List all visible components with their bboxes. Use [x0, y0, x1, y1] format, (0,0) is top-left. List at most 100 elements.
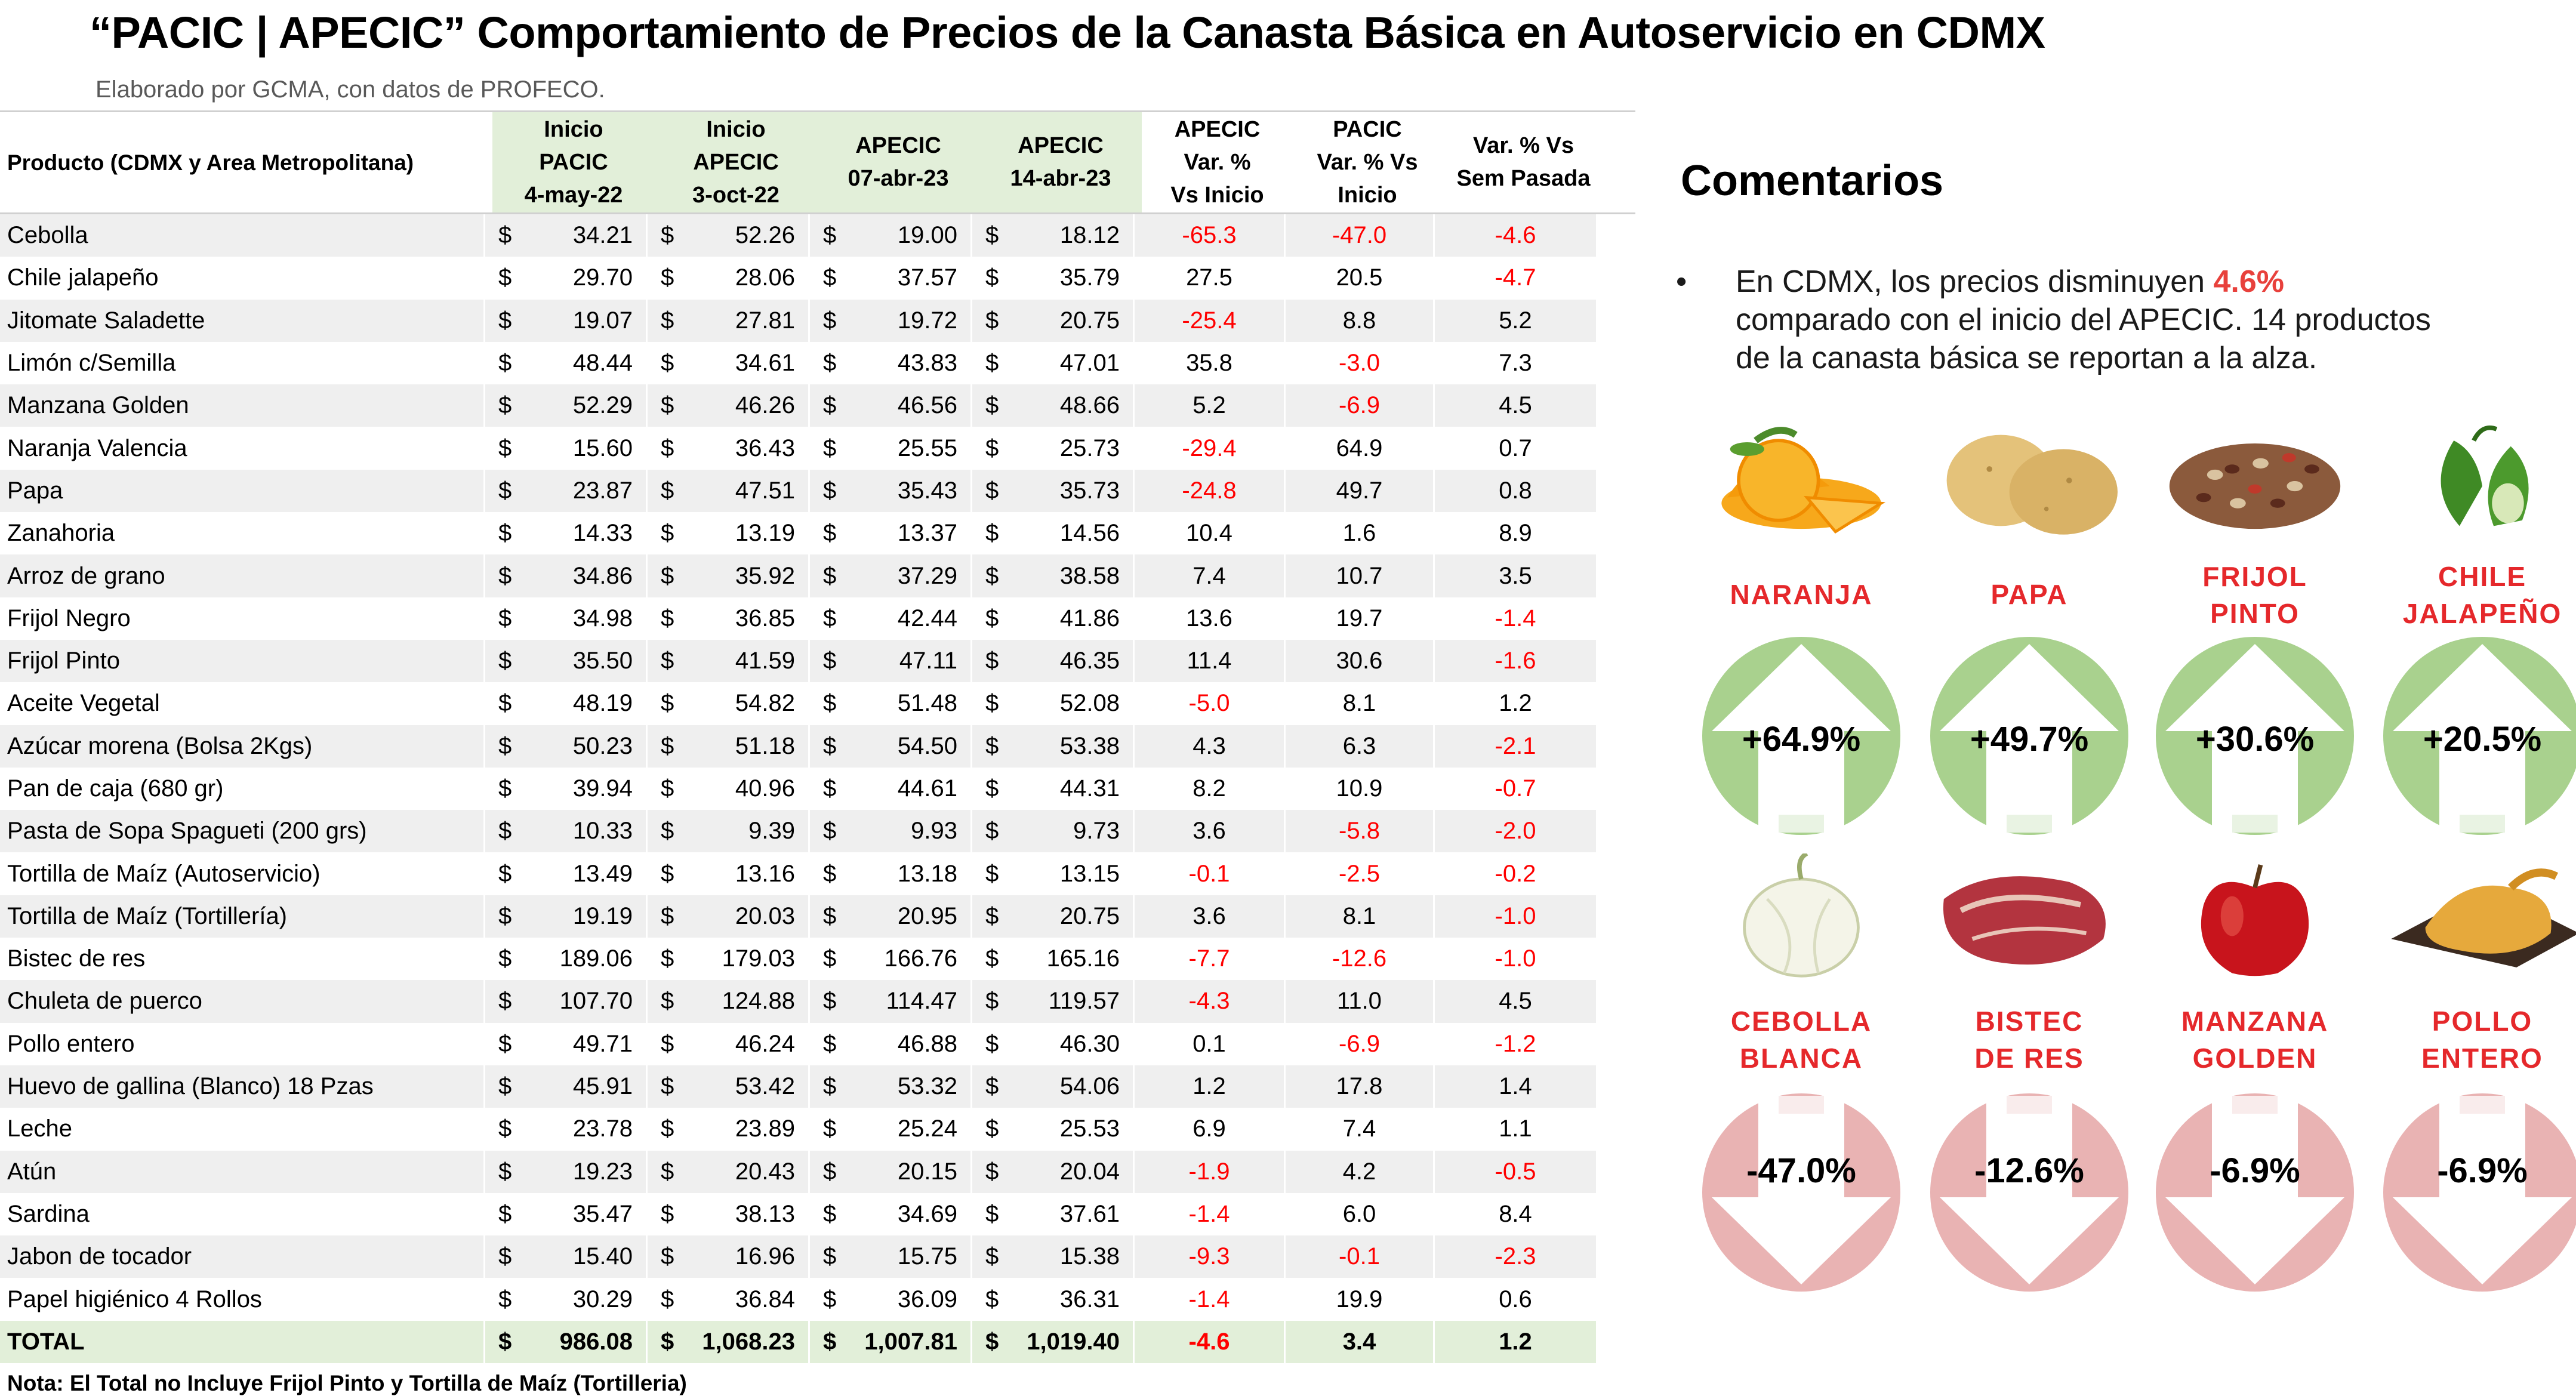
price-value: 13.18: [897, 860, 957, 887]
price-cell: $46.56: [810, 384, 972, 427]
variation-cell: -65.3: [1135, 214, 1286, 257]
price-value: 37.61: [1059, 1200, 1120, 1227]
variation-cell: 19.9: [1286, 1278, 1435, 1321]
variation-cell: 11.4: [1135, 639, 1286, 683]
page-title: “PACIC | APECIC” Comportamiento de Preci…: [90, 8, 2045, 57]
currency-symbol: $: [498, 860, 512, 887]
currency-symbol: $: [823, 945, 837, 972]
variation-cell: -4.6: [1135, 1320, 1286, 1364]
currency-symbol: $: [661, 818, 674, 845]
price-cell: $35.79: [972, 257, 1135, 300]
variation-cell: 7.4: [1135, 554, 1286, 597]
currency-symbol: $: [823, 477, 837, 504]
price-value: 19.72: [897, 307, 957, 334]
price-cell: $20.95: [810, 895, 972, 938]
increase-indicator: +30.6%: [2155, 636, 2355, 836]
price-value: 52.26: [735, 222, 795, 249]
price-value: 20.75: [1059, 307, 1120, 334]
price-value: 53.38: [1059, 732, 1120, 759]
arrow-down-icon: [1702, 1093, 1900, 1292]
price-value: 25.53: [1059, 1115, 1120, 1142]
table-row: Papel higiénico 4 Rollos $30.29 $36.84 $36.…: [0, 1278, 1635, 1321]
price-value: 34.69: [897, 1200, 957, 1227]
price-value: 10.33: [572, 818, 633, 845]
currency-symbol: $: [985, 1243, 999, 1270]
currency-symbol: $: [823, 350, 837, 377]
currency-symbol: $: [823, 1328, 837, 1355]
price-value: 986.08: [559, 1328, 633, 1355]
percent-change: -6.9%: [2210, 1151, 2300, 1190]
variation-cell: -0.5: [1435, 1150, 1598, 1193]
price-cell: $9.39: [648, 810, 810, 853]
currency-symbol: $: [823, 392, 837, 419]
price-cell: $43.83: [810, 341, 972, 385]
price-value: 19.23: [572, 1158, 633, 1185]
variation-cell: 8.9: [1435, 512, 1598, 555]
table-row: Tortilla de Maíz (Tortillería) $19.19 $20.…: [0, 895, 1635, 938]
variation-cell: 0.7: [1435, 427, 1598, 470]
price-value: 20.43: [735, 1158, 795, 1185]
currency-symbol: $: [985, 1073, 999, 1100]
price-cell: $49.71: [485, 1022, 648, 1065]
currency-symbol: $: [985, 350, 999, 377]
price-cell: $52.08: [972, 682, 1135, 725]
variation-cell: 3.5: [1435, 554, 1598, 597]
currency-symbol: $: [498, 307, 512, 334]
price-cell: $166.76: [810, 938, 972, 981]
price-cell: $37.29: [810, 554, 972, 597]
price-cell: $19.00: [810, 214, 972, 257]
currency-symbol: $: [661, 1328, 674, 1355]
increase-indicator: +20.5%: [2382, 636, 2576, 836]
variation-cell: 1.4: [1435, 1065, 1598, 1108]
currency-symbol: $: [661, 350, 674, 377]
table-note: Nota: El Total no Incluye Frijol Pinto y…: [7, 1371, 687, 1395]
table-row: Jabon de tocador $15.40 $16.96 $15.75 $15.38…: [0, 1235, 1635, 1278]
currency-symbol: $: [823, 648, 837, 674]
currency-symbol: $: [661, 264, 674, 291]
header-week-var: Var. % Vs Sem Pasada: [1442, 112, 1605, 212]
price-cell: $52.29: [485, 384, 648, 427]
price-value: 50.23: [572, 732, 633, 759]
table-row: Huevo de gallina (Blanco) 18 Pzas $45.91 $…: [0, 1065, 1635, 1108]
currency-symbol: $: [661, 732, 674, 759]
currency-symbol: $: [985, 264, 999, 291]
variation-cell: 1.1: [1435, 1108, 1598, 1151]
price-cell: $15.40: [485, 1235, 648, 1278]
product-name: Sardina: [0, 1192, 485, 1236]
variation-cell: 35.8: [1135, 341, 1286, 385]
product-label: CHILE JALAPEÑO: [2402, 561, 2562, 629]
currency-symbol: $: [661, 562, 674, 589]
variation-cell: -2.0: [1435, 810, 1598, 853]
price-value: 18.12: [1059, 222, 1120, 249]
price-value: 44.61: [897, 775, 957, 802]
price-value: 38.58: [1059, 562, 1120, 589]
price-cell: $1,019.40: [972, 1320, 1135, 1364]
price-value: 19.00: [897, 222, 957, 249]
price-value: 189.06: [559, 945, 633, 972]
price-value: 13.37: [897, 520, 957, 547]
table-header: Producto (CDMX y Area Metropolitana) Ini…: [0, 110, 1635, 214]
variation-cell: 1.6: [1286, 512, 1435, 555]
price-cell: $45.91: [485, 1065, 648, 1108]
percent-change: +20.5%: [2423, 720, 2542, 759]
variation-cell: 8.8: [1286, 299, 1435, 342]
variation-cell: 30.6: [1286, 639, 1435, 683]
variation-cell: 1.2: [1435, 1320, 1598, 1364]
currency-symbol: $: [823, 1030, 837, 1057]
variation-cell: -4.7: [1435, 257, 1598, 300]
currency-symbol: $: [498, 775, 512, 802]
currency-symbol: $: [661, 860, 674, 887]
product-name: Jabon de tocador: [0, 1235, 485, 1278]
price-cell: $28.06: [648, 257, 810, 300]
currency-symbol: $: [985, 1328, 999, 1355]
currency-symbol: $: [498, 945, 512, 972]
table-total-row: TOTAL $986.08 $1,068.23 $1,007.81 $1,019.40-…: [0, 1320, 1635, 1364]
price-cell: $48.66: [972, 384, 1135, 427]
variation-cell: -6.9: [1286, 384, 1435, 427]
price-value: 52.08: [1059, 690, 1120, 717]
price-cell: $40.96: [648, 767, 810, 811]
price-cell: $48.19: [485, 682, 648, 725]
currency-symbol: $: [661, 1030, 674, 1057]
currency-symbol: $: [498, 350, 512, 377]
table-row: Chile jalapeño $29.70 $28.06 $37.57 $35.79 27…: [0, 257, 1635, 300]
